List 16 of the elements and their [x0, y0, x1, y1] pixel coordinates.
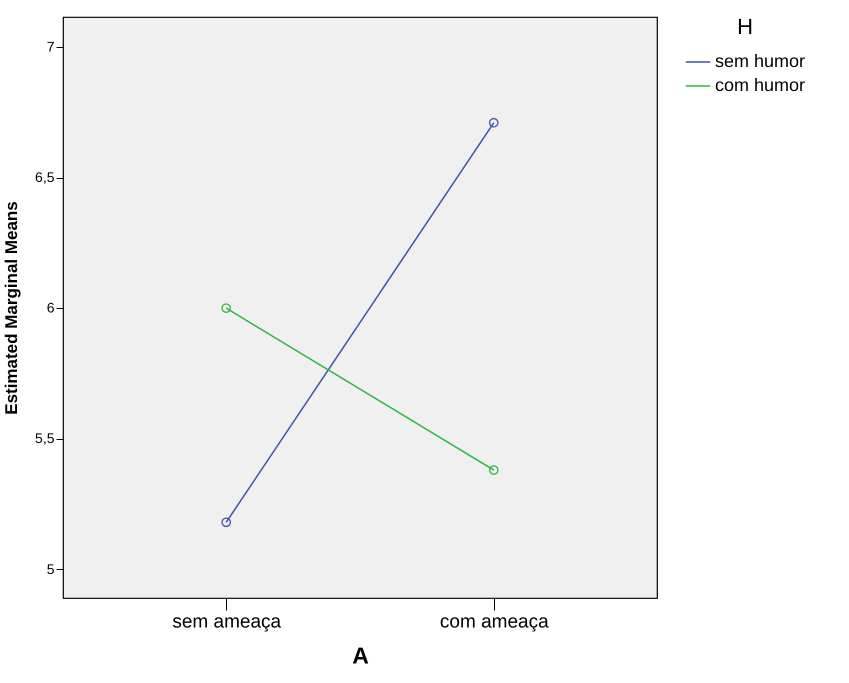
- legend-label: com humor: [715, 75, 806, 95]
- y-tick-label: 6: [46, 300, 55, 316]
- y-tick-label: 7: [46, 38, 55, 55]
- y-tick-label: 6,5: [35, 169, 55, 186]
- point: [221, 517, 232, 528]
- y-tick-label: 5: [46, 560, 55, 577]
- x-tick-label: com ameaça: [440, 612, 550, 632]
- legend-title: H: [737, 14, 753, 39]
- y-axis-title: Estimated Marginal Means: [2, 201, 22, 415]
- point: [488, 118, 499, 128]
- x-axis-title: A: [352, 642, 369, 668]
- legend-label: sem humor: [715, 51, 806, 71]
- y-tick-label: 5,5: [35, 430, 55, 446]
- x-tick-label: sem ameaça: [172, 612, 282, 632]
- point: [488, 465, 499, 475]
- point: [221, 303, 232, 313]
